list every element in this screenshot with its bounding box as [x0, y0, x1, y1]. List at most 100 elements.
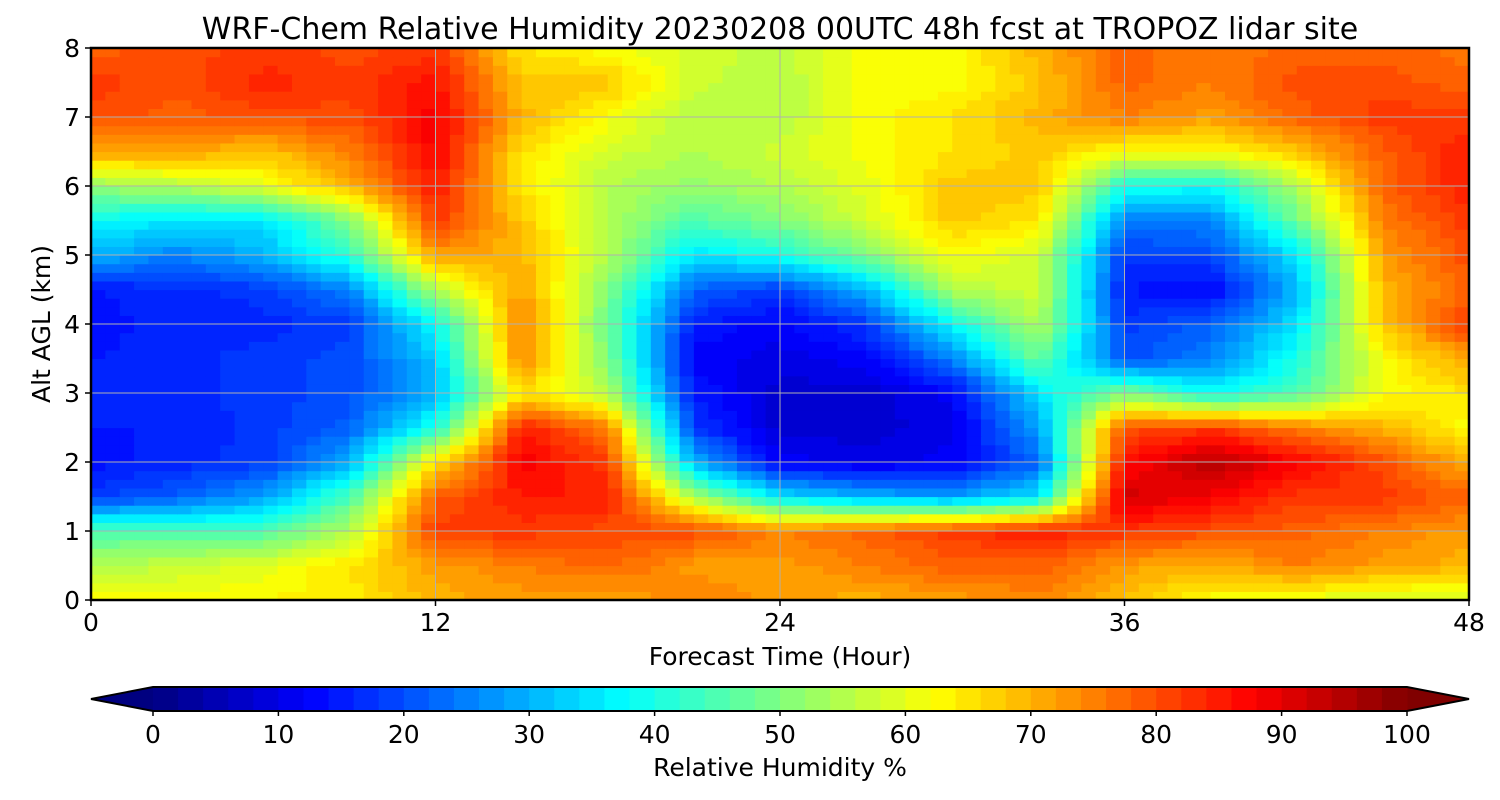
- heatmap-cell: [550, 591, 566, 600]
- heatmap-cell: [1153, 496, 1169, 506]
- heatmap-cell: [1325, 177, 1341, 187]
- heatmap-cell: [191, 418, 207, 429]
- heatmap-cell: [162, 470, 178, 480]
- heatmap-cell: [406, 211, 422, 222]
- heatmap-cell: [708, 522, 724, 532]
- heatmap-cell: [1196, 272, 1212, 282]
- heatmap-cell: [995, 315, 1011, 325]
- heatmap-cell: [234, 263, 250, 273]
- heatmap-cell: [1454, 246, 1469, 256]
- heatmap-cell: [363, 574, 379, 584]
- heatmap-cell: [1181, 436, 1197, 446]
- heatmap-cell: [105, 582, 121, 592]
- heatmap-cell: [1167, 255, 1183, 265]
- heatmap-cell: [636, 539, 652, 549]
- heatmap-cell: [507, 280, 523, 291]
- heatmap-cell: [1038, 453, 1054, 463]
- heatmap-cell: [1411, 341, 1427, 351]
- heatmap-cell: [507, 393, 523, 403]
- heatmap-cell: [1253, 272, 1269, 282]
- heatmap-cell: [1196, 487, 1212, 498]
- heatmap-cell: [378, 246, 394, 256]
- heatmap-cell: [234, 186, 250, 196]
- heatmap-cell: [1311, 280, 1327, 291]
- heatmap-cell: [923, 487, 939, 498]
- heatmap-cell: [277, 513, 293, 523]
- heatmap-cell: [478, 375, 494, 385]
- heatmap-cell: [191, 237, 207, 247]
- heatmap-cell: [1224, 513, 1240, 523]
- heatmap-cell: [1325, 160, 1341, 170]
- heatmap-cell: [550, 531, 566, 541]
- heatmap-cell: [1440, 272, 1456, 282]
- heatmap-cell: [1397, 332, 1413, 342]
- heatmap-cell: [492, 462, 508, 472]
- heatmap-cell: [736, 453, 752, 463]
- heatmap-cell: [349, 272, 365, 282]
- heatmap-cell: [1368, 582, 1384, 592]
- heatmap-cell: [1296, 418, 1312, 429]
- heatmap-cell: [693, 487, 709, 498]
- heatmap-cell: [349, 194, 365, 204]
- heatmap-cell: [449, 548, 465, 558]
- heatmap-cell: [564, 505, 580, 515]
- heatmap-cell: [1181, 418, 1197, 429]
- heatmap-cell: [751, 341, 767, 351]
- heatmap-cell: [1411, 384, 1427, 394]
- heatmap-cell: [1239, 211, 1255, 222]
- heatmap-cell: [1368, 531, 1384, 541]
- heatmap-cell: [1224, 203, 1240, 213]
- heatmap-cell: [1440, 505, 1456, 515]
- heatmap-cell: [1038, 479, 1054, 489]
- heatmap-cell: [1253, 203, 1269, 213]
- heatmap-cell: [1081, 462, 1097, 472]
- heatmap-cell: [636, 272, 652, 282]
- heatmap-cell: [837, 332, 853, 342]
- heatmap-cell: [722, 548, 738, 558]
- heatmap-cell: [248, 151, 264, 161]
- heatmap-cell: [622, 349, 638, 360]
- heatmap-cell: [449, 315, 465, 325]
- heatmap-cell: [162, 565, 178, 575]
- heatmap-cell: [564, 177, 580, 187]
- heatmap-cell: [1397, 168, 1413, 178]
- heatmap-cell: [1009, 565, 1025, 575]
- heatmap-cell: [980, 280, 996, 291]
- heatmap-cell: [1196, 401, 1212, 411]
- heatmap-cell: [650, 487, 666, 498]
- heatmap-cell: [622, 436, 638, 446]
- heatmap-cell: [952, 315, 968, 325]
- heatmap-cell: [162, 246, 178, 256]
- heatmap-cell: [1052, 341, 1068, 351]
- heatmap-cell: [449, 211, 465, 222]
- heatmap-cell: [894, 263, 910, 273]
- heatmap-cell: [91, 539, 106, 549]
- heatmap-cell: [220, 410, 236, 420]
- heatmap-cell: [406, 444, 422, 454]
- heatmap-cell: [1268, 358, 1283, 368]
- heatmap-cell: [722, 263, 738, 273]
- heatmap-cell: [291, 479, 307, 489]
- heatmap-cell: [392, 548, 408, 558]
- heatmap-cell: [1282, 186, 1298, 196]
- heatmap-cell: [449, 522, 465, 532]
- heatmap-cell: [392, 513, 408, 523]
- heatmap-cell: [1382, 306, 1398, 316]
- heatmap-cell: [1138, 505, 1154, 515]
- heatmap-cell: [464, 349, 480, 360]
- heatmap-cell: [306, 393, 322, 403]
- heatmap-cell: [205, 418, 221, 429]
- heatmap-cell: [1425, 177, 1441, 187]
- heatmap-cell: [593, 375, 609, 385]
- heatmap-cell: [579, 341, 594, 351]
- heatmap-cell: [521, 418, 537, 429]
- heatmap-cell: [1282, 255, 1298, 265]
- heatmap-cell: [995, 186, 1011, 196]
- heatmap-cell: [1124, 539, 1140, 549]
- heatmap-cell: [751, 358, 767, 368]
- heatmap-cell: [105, 151, 121, 161]
- heatmap-cell: [507, 496, 523, 506]
- heatmap-cell: [1268, 186, 1283, 196]
- heatmap-cell: [464, 505, 480, 515]
- heatmap-cell: [1181, 531, 1197, 541]
